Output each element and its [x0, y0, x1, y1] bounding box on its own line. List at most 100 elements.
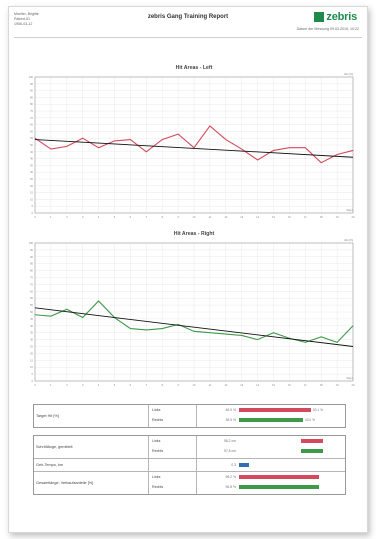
side-label: Rechts: [152, 485, 164, 489]
data-point: [82, 137, 84, 139]
data-point: [34, 314, 36, 316]
report-title: zebris Gang Training Report: [147, 14, 229, 20]
y-tick-label: 95: [30, 248, 33, 252]
metric-value: 96.8 %: [225, 485, 236, 489]
x-tick-label: 2: [66, 215, 68, 219]
y-tick-label: 15: [30, 358, 33, 362]
x-tick-label: 16: [288, 383, 291, 387]
data-point: [352, 325, 354, 327]
metric-value: 38.5 %: [225, 418, 236, 422]
x-tick-label: 6: [130, 383, 132, 387]
y-tick-label: 100: [29, 241, 34, 245]
y-tick-label: 70: [30, 282, 33, 286]
x-tick-label: 5: [114, 215, 116, 219]
data-point: [225, 139, 227, 140]
data-point: [34, 137, 36, 139]
table-divider: [148, 472, 149, 494]
data-point: [241, 148, 243, 150]
header-divider: [14, 37, 362, 38]
metric-value: 58.2 cm: [223, 439, 236, 443]
data-point: [193, 330, 195, 332]
data-point: [209, 125, 211, 127]
x-tick-label: 3: [82, 383, 84, 387]
y-tick-label: 65: [30, 123, 33, 127]
data-point: [161, 328, 163, 329]
y-tick-label: 40: [30, 324, 33, 328]
data-point: [225, 333, 227, 335]
metric-label: Gesamtlänge, Verkaufsanteile [%]: [36, 480, 94, 485]
data-point: [257, 159, 258, 161]
data-point: [145, 151, 147, 153]
x-tick-label: 4: [98, 215, 100, 219]
data-point: [145, 329, 147, 331]
data-point: [177, 133, 179, 135]
y-tick-label: 65: [30, 289, 33, 293]
x-tick-label: 20: [352, 215, 355, 219]
y-tick-label: 5: [32, 372, 34, 376]
metric-bar-left: [239, 475, 319, 479]
table-row: Geh-Tempo, km 0.3: [34, 459, 345, 472]
x-tick-label: 19: [336, 215, 339, 219]
x-tick-label: 13: [240, 215, 243, 219]
bar-extra-value: 53.1 %: [313, 408, 323, 412]
metric-bar-right: [239, 485, 319, 489]
x-tick-label: 15: [272, 383, 275, 387]
x-tick-label: 20: [352, 383, 355, 387]
y-axis-tag: Hits [%]: [344, 238, 353, 242]
trend-line: [34, 139, 354, 158]
chart-right-svg: 0510152025303540455055606570758085909510…: [29, 238, 355, 387]
data-point: [98, 300, 99, 302]
y-tick-label: 0: [32, 379, 34, 383]
side-label: Rechts: [152, 449, 164, 453]
x-axis-tag: Steps: [346, 208, 353, 212]
y-tick-label: 15: [30, 191, 33, 195]
summary-table-2: Schrittlänge, gemittelt Links Rechts 58.…: [33, 435, 346, 495]
x-tick-label: 5: [114, 383, 116, 387]
x-tick-label: 8: [161, 383, 163, 387]
x-tick-label: 16: [288, 215, 291, 219]
metric-bar-left: [239, 408, 311, 412]
data-point: [273, 332, 274, 334]
table-row: Gesamtlänge, Verkaufsanteile [%] Links R…: [34, 472, 345, 494]
metric-value: 0.3: [231, 463, 236, 467]
data-point: [209, 332, 211, 334]
data-point: [273, 150, 274, 151]
y-tick-label: 55: [30, 136, 33, 140]
x-tick-label: 8: [161, 215, 163, 219]
metric-label: Target Hit [%]: [36, 414, 59, 418]
y-tick-label: 50: [30, 143, 33, 147]
side-label: Links: [152, 475, 161, 479]
data-point: [50, 315, 52, 317]
x-tick-label: 13: [240, 383, 243, 387]
x-tick-label: 3: [82, 215, 84, 219]
x-tick-label: 1: [50, 383, 52, 387]
table-row: Schrittlänge, gemittelt Links Rechts 58.…: [34, 436, 345, 459]
x-tick-label: 18: [320, 215, 323, 219]
side-label: Links: [152, 408, 161, 412]
y-tick-label: 10: [30, 365, 33, 369]
summary-table-1: Target Hit [%] Links Rechts 48.9 % 38.5 …: [33, 404, 346, 428]
data-point: [241, 335, 243, 336]
y-tick-label: 90: [30, 89, 33, 93]
data-point: [130, 139, 131, 140]
metric-value: 57.8 cm: [223, 449, 236, 453]
x-tick-label: 0: [34, 215, 36, 219]
y-tick-label: 80: [30, 269, 33, 273]
x-tick-label: 7: [146, 383, 148, 387]
data-point: [177, 324, 179, 325]
y-tick-label: 80: [30, 102, 33, 106]
x-tick-label: 9: [177, 383, 179, 387]
y-tick-label: 20: [30, 184, 33, 188]
table-divider: [196, 436, 197, 458]
table-divider: [196, 405, 197, 427]
x-tick-label: 12: [224, 383, 227, 387]
chart-right: Hit Areas - Right 0 5 10 15 20 25 30 35 40 45 50 55…: [27, 231, 361, 391]
y-tick-label: 30: [30, 170, 33, 174]
x-tick-label: 14: [256, 215, 259, 219]
x-tick-label: 11: [209, 383, 212, 387]
x-tick-label: 6: [130, 215, 132, 219]
report-page: Mueller, Brigitte Patient-ID 1956-03-12 …: [8, 6, 368, 533]
y-tick-label: 85: [30, 262, 33, 266]
y-tick-label: 25: [30, 177, 33, 181]
y-tick-label: 25: [30, 345, 33, 349]
